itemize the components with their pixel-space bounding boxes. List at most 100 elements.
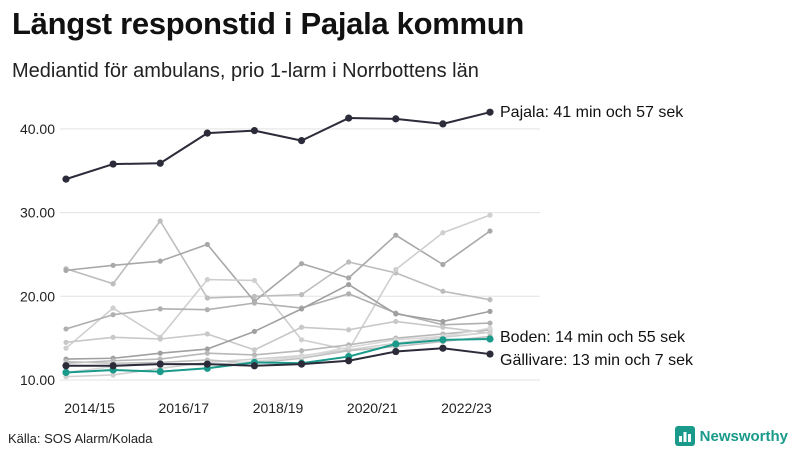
- boden-line: [65, 337, 491, 374]
- other-series-2-point: [298, 261, 305, 267]
- other-series-5-point: [346, 327, 352, 333]
- pajala-label: Pajala: 41 min och 57 sek: [500, 104, 684, 121]
- x-tick-label: 2018/19: [253, 400, 304, 416]
- chart-title: Längst responstid i Pajala kommun: [12, 6, 525, 41]
- g-llivare-point: [156, 360, 164, 368]
- other-series-2-series: [63, 228, 493, 304]
- other-series-5-point: [157, 336, 163, 342]
- other-series-5-point: [393, 318, 399, 325]
- g-llivare-point: [203, 360, 211, 368]
- other-series-4-point: [487, 320, 493, 326]
- boden-point: [156, 368, 164, 376]
- other-series-5-point: [110, 334, 116, 340]
- boden-point: [392, 340, 400, 348]
- bar-chart-icon: [674, 426, 695, 446]
- other-series-3-point: [110, 305, 116, 311]
- other-series-10-point: [298, 353, 305, 360]
- other-series-4-line: [65, 292, 491, 330]
- g-llivare-point: [486, 350, 494, 358]
- boden-point: [62, 368, 70, 377]
- g-llivare-point: [439, 344, 447, 352]
- x-tick-label: 2020/21: [347, 400, 398, 416]
- other-series-6-point: [204, 346, 210, 352]
- pajala-point: [486, 108, 494, 116]
- other-series-2-point: [346, 275, 352, 281]
- other-series-6-point: [487, 308, 493, 314]
- other-series-4-point: [110, 312, 116, 318]
- brand-name: Newsworthy: [699, 427, 788, 445]
- g-llivare-label: Gällivare: 13 min och 7 sek: [500, 352, 694, 369]
- other-series-7-point: [298, 348, 305, 354]
- x-tick-label: 2016/17: [158, 400, 209, 416]
- other-series-9-line: [65, 335, 491, 365]
- g-llivare-point: [250, 362, 259, 370]
- pajala-point: [439, 120, 447, 128]
- pajala-series: [62, 108, 494, 183]
- pajala-point: [62, 175, 70, 183]
- other-series-4-point: [346, 291, 352, 297]
- other-series-1-point: [110, 281, 116, 287]
- pajala-line: [65, 111, 491, 181]
- boden-series: [62, 335, 494, 377]
- x-tick-label: 2022/23: [441, 400, 492, 416]
- other-series-5-point: [440, 324, 446, 330]
- other-series-10-series: [63, 325, 493, 376]
- other-series-8-point: [487, 329, 493, 335]
- other-series-6-point: [440, 318, 446, 325]
- other-series-2-point: [393, 232, 399, 238]
- other-series-1-line: [65, 220, 491, 301]
- x-axis-ticks: 2014/15 2016/17 2018/19 2020/21 2022/23: [64, 400, 492, 416]
- pajala-point: [392, 115, 400, 123]
- g-llivare-series: [62, 344, 494, 370]
- y-tick-label: 20.00: [20, 288, 55, 304]
- other-series-6-point: [346, 281, 352, 288]
- other-series-3-point: [298, 337, 305, 343]
- pajala-point: [297, 137, 306, 145]
- other-series-5-point: [298, 324, 305, 330]
- other-series-1-point: [157, 218, 163, 224]
- g-llivare-point: [345, 357, 353, 365]
- chart-subtitle: Mediantid för ambulans, prio 1-larm i No…: [12, 60, 479, 82]
- other-series-7-point: [204, 350, 210, 356]
- other-series-6-point: [157, 350, 163, 356]
- x-tick-label: 2014/15: [64, 400, 115, 416]
- other-series-1-point: [204, 295, 210, 301]
- other-series-2-point: [204, 241, 210, 248]
- other-series-3-point: [487, 212, 493, 218]
- highlighted-series-lines: [62, 108, 494, 377]
- other-series-10-point: [346, 344, 352, 350]
- other-series-3-line: [65, 214, 491, 351]
- other-series-7-point: [251, 352, 258, 358]
- pajala-point: [109, 160, 117, 168]
- other-series-6-point: [251, 328, 258, 335]
- other-series-1-series: [63, 218, 493, 303]
- other-series-1-point: [487, 297, 493, 303]
- pajala-point: [203, 129, 211, 137]
- other-series-2-point: [110, 262, 116, 268]
- series-labels: Pajala: 41 min och 57 sek Boden: 14 min o…: [500, 104, 694, 369]
- g-llivare-point: [392, 347, 400, 356]
- g-llivare-line: [66, 347, 491, 367]
- other-series-1-point: [440, 288, 446, 294]
- boden-point: [439, 336, 447, 344]
- other-series-2-point: [63, 267, 69, 273]
- other-series-3-point: [251, 277, 258, 284]
- other-series-3-point: [204, 276, 210, 283]
- grid-lines: [60, 128, 540, 381]
- other-series-4-point: [251, 300, 258, 306]
- other-series-2-line: [65, 230, 491, 303]
- other-series-4-point: [157, 306, 163, 312]
- other-series-5-point: [204, 331, 210, 337]
- other-series-7-line: [65, 328, 491, 365]
- boden-point: [486, 335, 494, 343]
- g-llivare-point: [297, 360, 306, 368]
- pajala-point: [345, 114, 353, 122]
- other-series-1-point: [251, 293, 258, 299]
- other-series-3-point: [440, 230, 446, 236]
- other-series-8-point: [110, 372, 116, 378]
- brand-logo: Newsworthy: [674, 425, 788, 447]
- g-llivare-point: [62, 362, 70, 370]
- other-series-10-point: [487, 325, 493, 331]
- pajala-point: [156, 159, 164, 167]
- other-series-3-point: [393, 266, 399, 273]
